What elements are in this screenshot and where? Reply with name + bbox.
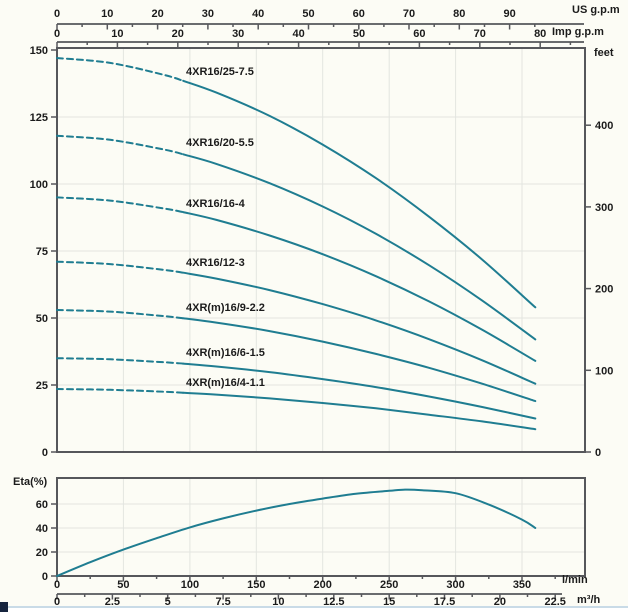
eta-tick-label: 40 [36, 523, 48, 535]
pump-curve-dashed-4XR(m)16/6-1.5 [56, 357, 185, 365]
eta-axis-label: Eta(%) [13, 476, 48, 488]
meters-tick-label: 75 [36, 246, 48, 258]
efficiency-chart: 0 20 40 60 0 50 100 150 200 250 300 350 0 2.5 5 7.5 10 12… [36, 477, 586, 608]
m3h-tick-label: 0 [54, 596, 60, 608]
us-gpm-tick-label: 60 [353, 8, 365, 20]
imp-gpm-tick-label: 10 [111, 28, 123, 40]
head-plot-border [56, 47, 586, 453]
m3h-tick-label: 17.5 [434, 596, 455, 608]
pump-curve-dashed-4XR(m)16/4-1.1 [56, 388, 185, 394]
pump-curve-label: 4XR(m)16/9-2.2 [186, 302, 265, 314]
pump-curve-dashed-4XR16/12-3 [56, 260, 185, 274]
pump-curve-label: 4XR16/16-4 [186, 198, 245, 210]
page-edge-white [0, 608, 628, 612]
pump-curve-4XR16/12-3 [182, 271, 537, 385]
us-gpm-tick-label: 50 [302, 8, 314, 20]
pump-curve-label: 4XR16/12-3 [186, 257, 245, 269]
eta-tick-label: 20 [36, 547, 48, 559]
pump-curve-4XR(m)16/4-1.1 [182, 391, 537, 431]
meters-tick-label: 150 [30, 45, 48, 57]
pump-curve-4XR(m)16/6-1.5 [182, 362, 537, 420]
m3h-tick-label: 22.5 [544, 596, 565, 608]
page-edge-line [0, 606, 628, 608]
lpm-tick-label: 50 [117, 579, 129, 591]
lpm-tick-label: 0 [54, 579, 60, 591]
feet-tick-label: 100 [595, 365, 613, 377]
imp-gpm-tick-label: 30 [232, 28, 244, 40]
imp-gpm-tick-label: 60 [413, 28, 425, 40]
imp-gpm-tick-label: 0 [54, 28, 60, 40]
m3h-tick-label: 5 [165, 596, 171, 608]
feet-tick-label: 400 [595, 120, 613, 132]
us-gpm-tick-label: 30 [202, 8, 214, 20]
m3h-tick-label: 15 [383, 596, 395, 608]
feet-tick-label: 300 [595, 202, 613, 214]
eta-tick-label: 60 [36, 499, 48, 511]
m3h-tick-label: 10 [272, 596, 284, 608]
lpm-tick-label: 150 [247, 579, 265, 591]
meters-tick-label: 50 [36, 313, 48, 325]
pump-curve-dashed-4XR16/16-4 [56, 196, 185, 214]
lpm-tick-label: 100 [181, 579, 199, 591]
lpm-tick-label: 200 [314, 579, 332, 591]
m3h-tick-label: 12.5 [323, 596, 344, 608]
eta-tick-label: 0 [42, 571, 48, 583]
lpm-tick-label: 250 [380, 579, 398, 591]
pump-curve-4XR16/20-5.5 [182, 153, 537, 341]
m3h-tick-label: 2.5 [105, 596, 120, 608]
pump-curve-4XR(m)16/9-2.2 [182, 317, 537, 403]
pump-curve-label: 4XR16/20-5.5 [186, 137, 254, 149]
pump-curve-dashed-4XR(m)16/9-2.2 [56, 309, 185, 320]
efficiency-curve [56, 488, 537, 577]
us-gpm-tick-label: 0 [54, 8, 60, 20]
imp-gpm-tick-label: 70 [474, 28, 486, 40]
imp-gpm-tick-label: 20 [172, 28, 184, 40]
m3h-tick-label: 7.5 [215, 596, 230, 608]
pump-curve-label: 4XR(m)16/4-1.1 [186, 377, 265, 389]
imp-gpm-tick-label: 50 [353, 28, 365, 40]
feet-tick-label: 200 [595, 284, 613, 296]
meters-tick-label: 25 [36, 380, 48, 392]
us-gpm-tick-label: 90 [503, 8, 515, 20]
imp-gpm-axis-label: Imp g.p.m [552, 26, 604, 38]
meters-tick-label: 125 [30, 112, 48, 124]
pump-curve-label: 4XR(m)16/6-1.5 [186, 347, 265, 359]
eta-plot-border [56, 477, 586, 577]
pump-curve-dashed-4XR16/20-5.5 [56, 134, 185, 156]
feet-axis-label: feet [594, 47, 614, 59]
meters-tick-label: 0 [42, 447, 48, 459]
pump-curve-label: 4XR16/25-7.5 [186, 66, 254, 78]
m3h-axis-label: m³/h [577, 594, 601, 606]
corner-mark [0, 602, 8, 612]
us-gpm-tick-label: 80 [453, 8, 465, 20]
lpm-axis-label: l/min [562, 574, 588, 586]
us-gpm-axis-label: US g.p.m [572, 4, 620, 16]
pump-curve-4XR16/16-4 [182, 211, 537, 362]
us-gpm-tick-label: 40 [252, 8, 264, 20]
lpm-tick-label: 350 [513, 579, 531, 591]
pump-curve-dashed-4XR16/25-7.5 [56, 57, 185, 82]
us-gpm-tick-label: 70 [403, 8, 415, 20]
lpm-tick-label: 300 [446, 579, 464, 591]
m3h-tick-label: 20 [494, 596, 506, 608]
meters-tick-label: 100 [30, 179, 48, 191]
imp-gpm-tick-label: 80 [534, 28, 546, 40]
us-gpm-tick-label: 10 [101, 8, 113, 20]
pump-curve-4XR16/25-7.5 [182, 79, 537, 309]
us-gpm-tick-label: 20 [151, 8, 163, 20]
feet-tick-label: 0 [595, 447, 601, 459]
imp-gpm-tick-label: 40 [292, 28, 304, 40]
